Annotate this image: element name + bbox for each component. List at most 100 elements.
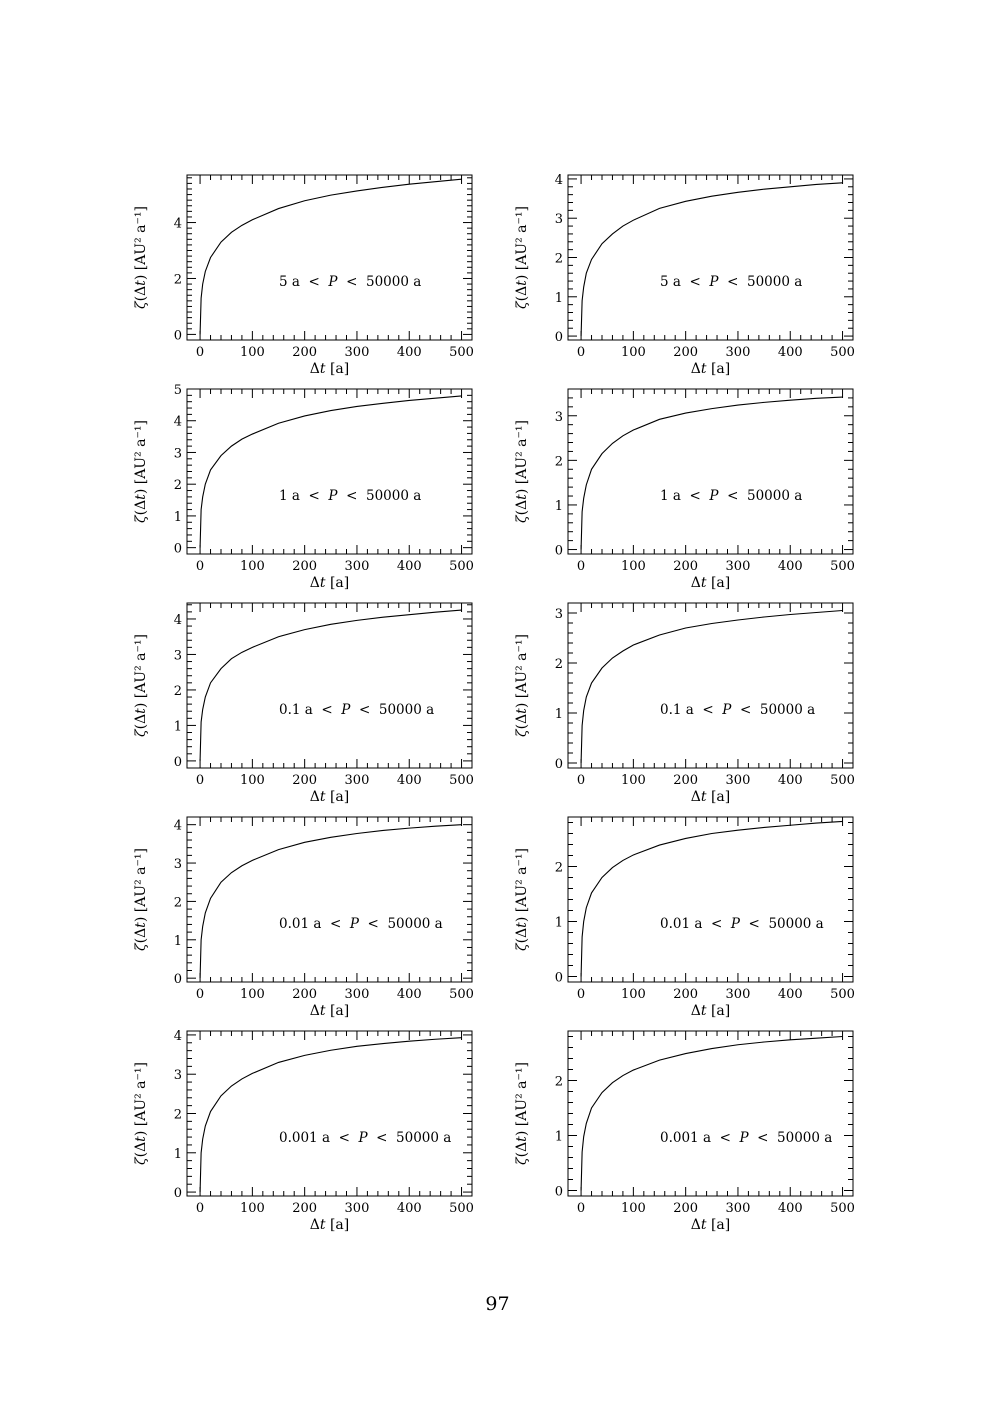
y-tick-label: 4 xyxy=(174,613,182,628)
chart-panel-r5c1: 0 100 200 300 400 500 0 1 2 3 4 Δt [a] ζ(Δt) [AU² a⁻… xyxy=(133,1029,474,1233)
x-tick-label: 0 xyxy=(196,345,204,360)
y-tick-label: 0 xyxy=(555,1185,563,1200)
y-tick-label: 1 xyxy=(174,934,182,949)
x-tick-label: 0 xyxy=(577,1201,585,1216)
y-tick-label: 1 xyxy=(174,719,182,734)
y-tick-label: 3 xyxy=(555,212,563,227)
y-axis-label: ζ(Δt) [AU² a⁻¹] xyxy=(514,206,530,309)
chart-panel-r4c2: 0 100 200 300 400 500 0 1 2 Δt [a] ζ(Δt) [AU² a⁻¹]… xyxy=(514,816,855,1019)
x-axis-label: Δt [a] xyxy=(691,361,731,377)
y-tick-label: 2 xyxy=(174,895,182,910)
range-annotation: 0.001 a < P < 50000 a xyxy=(660,1130,832,1146)
range-annotation: 0.1 a < P < 50000 a xyxy=(660,702,815,718)
y-tick-label: 4 xyxy=(174,1029,182,1044)
y-tick-label: 3 xyxy=(174,1068,182,1083)
x-tick-label: 200 xyxy=(292,773,317,788)
plot-frame xyxy=(186,602,473,769)
chart-panel-r4c1: 0 100 200 300 400 500 0 1 2 3 4 Δt [a] ζ(Δt) [AU² a⁻… xyxy=(133,816,474,1019)
y-axis-label: ζ(Δt) [AU² a⁻¹] xyxy=(514,848,530,951)
series-line xyxy=(580,182,843,337)
x-tick-label: 400 xyxy=(778,345,803,360)
y-tick-label: 0 xyxy=(174,972,182,987)
x-tick-label: 200 xyxy=(673,559,698,574)
x-tick-label: 300 xyxy=(726,987,751,1002)
y-tick-label: 3 xyxy=(555,607,563,622)
x-tick-label: 400 xyxy=(778,1201,803,1216)
x-tick-label: 200 xyxy=(292,345,317,360)
x-tick-label: 300 xyxy=(345,559,370,574)
y-tick-label: 1 xyxy=(555,291,563,306)
x-axis-label: Δt [a] xyxy=(310,1003,350,1019)
y-axis-label: ζ(Δt) [AU² a⁻¹] xyxy=(133,848,149,951)
y-tick-label: 3 xyxy=(174,446,182,461)
y-axis-label: ζ(Δt) [AU² a⁻¹] xyxy=(514,1062,530,1165)
y-tick-label: 2 xyxy=(555,861,563,876)
x-tick-label: 400 xyxy=(397,773,422,788)
plot-frame xyxy=(186,1030,473,1197)
range-annotation: 0.01 a < P < 50000 a xyxy=(279,916,443,932)
chart-panel-r3c1: 0 100 200 300 400 500 0 1 2 3 4 Δt [a] ζ(Δt) [AU² a⁻… xyxy=(133,602,474,805)
x-axis-label: Δt [a] xyxy=(310,789,350,805)
x-tick-label: 0 xyxy=(196,559,204,574)
range-annotation: 5 a < P < 50000 a xyxy=(279,274,421,290)
plot-frame xyxy=(186,174,473,341)
x-tick-label: 0 xyxy=(196,773,204,788)
x-tick-label: 100 xyxy=(240,345,265,360)
plot-frame xyxy=(567,388,854,555)
y-tick-label: 1 xyxy=(555,1130,563,1145)
y-tick-label: 0 xyxy=(174,755,182,770)
x-tick-label: 0 xyxy=(577,987,585,1002)
x-tick-label: 300 xyxy=(726,773,751,788)
x-tick-label: 200 xyxy=(673,345,698,360)
range-annotation: 5 a < P < 50000 a xyxy=(660,274,802,290)
x-tick-label: 300 xyxy=(726,345,751,360)
series-line xyxy=(580,820,843,977)
series-line xyxy=(199,178,462,335)
y-tick-label: 2 xyxy=(555,1075,563,1090)
y-axis-label: ζ(Δt) [AU² a⁻¹] xyxy=(514,634,530,737)
x-tick-label: 100 xyxy=(240,1201,265,1216)
range-annotation: 0.001 a < P < 50000 a xyxy=(279,1130,451,1146)
x-tick-label: 300 xyxy=(345,773,370,788)
x-tick-label: 100 xyxy=(621,987,646,1002)
x-tick-label: 300 xyxy=(345,1201,370,1216)
x-tick-label: 500 xyxy=(449,987,474,1002)
y-tick-label: 4 xyxy=(174,819,182,834)
plot-frame xyxy=(186,388,473,555)
x-tick-label: 500 xyxy=(830,345,855,360)
y-axis-label: ζ(Δt) [AU² a⁻¹] xyxy=(133,634,149,737)
y-tick-label: 0 xyxy=(174,1186,182,1201)
plot-frame xyxy=(567,174,854,341)
y-tick-label: 5 xyxy=(174,383,182,398)
y-tick-label: 0 xyxy=(555,544,563,559)
plot-frame xyxy=(567,1030,854,1197)
range-annotation: 1 a < P < 50000 a xyxy=(279,488,421,504)
x-axis-label: Δt [a] xyxy=(310,575,350,591)
x-tick-label: 0 xyxy=(577,559,585,574)
range-annotation: 0.01 a < P < 50000 a xyxy=(660,916,824,932)
series-line xyxy=(580,1035,843,1191)
x-axis-label: Δt [a] xyxy=(310,361,350,377)
y-axis-label: ζ(Δt) [AU² a⁻¹] xyxy=(133,1062,149,1165)
x-axis-label: Δt [a] xyxy=(691,1217,731,1233)
y-tick-label: 1 xyxy=(555,916,563,931)
y-tick-label: 4 xyxy=(555,173,563,188)
y-tick-label: 2 xyxy=(555,657,563,672)
x-tick-label: 0 xyxy=(577,773,585,788)
x-tick-label: 300 xyxy=(345,345,370,360)
y-tick-label: 0 xyxy=(174,542,182,557)
series-line xyxy=(199,824,462,979)
range-annotation: 1 a < P < 50000 a xyxy=(660,488,802,504)
x-tick-label: 400 xyxy=(778,987,803,1002)
y-tick-label: 4 xyxy=(174,415,182,430)
x-tick-label: 400 xyxy=(778,559,803,574)
x-tick-label: 400 xyxy=(397,987,422,1002)
y-tick-label: 0 xyxy=(174,328,182,343)
x-axis-label: Δt [a] xyxy=(310,1217,350,1233)
y-axis-label: ζ(Δt) [AU² a⁻¹] xyxy=(133,420,149,523)
plot-frame xyxy=(567,602,854,769)
y-axis-label: ζ(Δt) [AU² a⁻¹] xyxy=(514,420,530,523)
y-tick-label: 3 xyxy=(174,648,182,663)
x-tick-label: 100 xyxy=(240,987,265,1002)
series-line xyxy=(580,396,843,550)
